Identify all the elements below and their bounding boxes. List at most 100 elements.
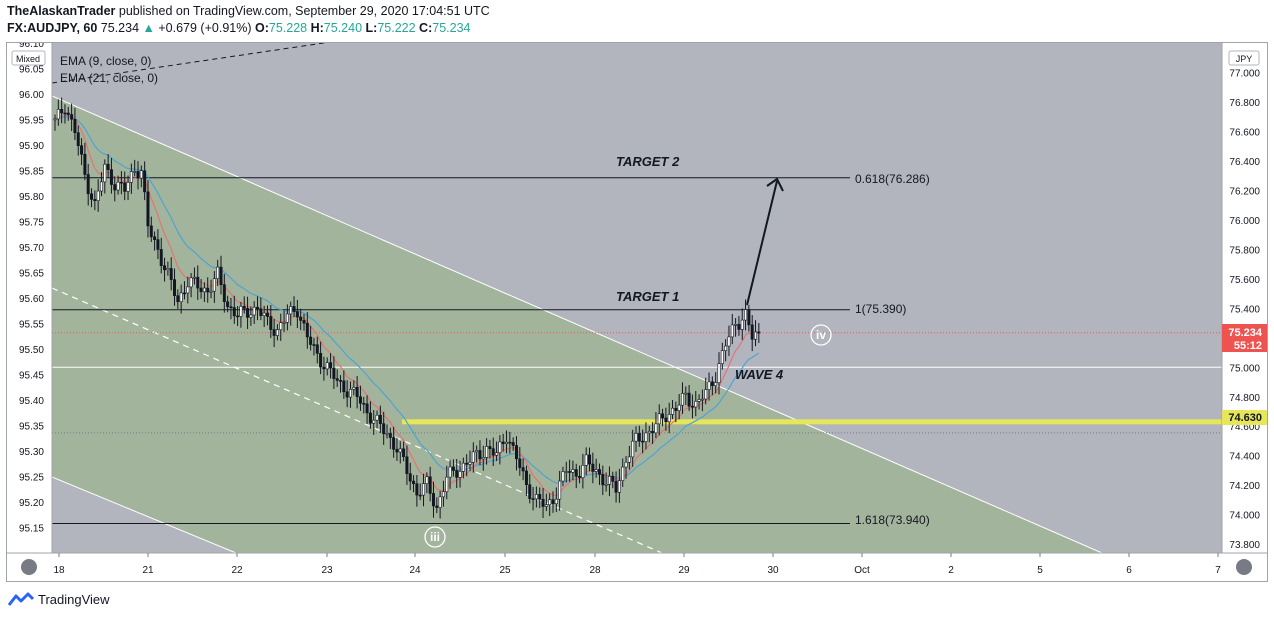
candle-body (707, 381, 711, 390)
candle-body (56, 108, 60, 120)
candle-body (734, 324, 738, 326)
close-value: 75.234 (432, 21, 471, 35)
jpy-badge[interactable] (1228, 50, 1260, 66)
right-price-axis[interactable]: 77.000 76.800 76.600 76.400 76.200 76.000 75.8… (1229, 68, 1260, 551)
candle-body (601, 474, 605, 486)
tradingview-logo-icon (8, 592, 34, 606)
candle-body (541, 499, 545, 507)
right-axis-tick-label: 74.200 (1229, 481, 1260, 492)
candle-body (149, 225, 153, 238)
left-axis-tick-label: 95.30 (19, 447, 44, 458)
publish-date: published on TradingView.com, September … (118, 4, 490, 18)
candle-body (199, 287, 203, 293)
candle-body (348, 389, 352, 398)
candle-body (498, 441, 502, 454)
candle-body (179, 292, 183, 303)
candle-body (289, 306, 293, 315)
countdown-value: 55:12 (1234, 340, 1262, 352)
candle-body (538, 494, 542, 500)
candle-body (90, 193, 94, 200)
candle-body (740, 319, 744, 330)
left-axis-tick-label: 95.85 (19, 167, 44, 178)
candle-body (86, 174, 90, 195)
price-chart[interactable]: TARGET 2 TARGET 1 WAVE 4 0.618(76.286) 1… (7, 39, 1267, 581)
ema21-line (54, 116, 760, 484)
time-axis-tick-label: 21 (142, 565, 154, 576)
left-price-axis[interactable]: 96.10 96.05 96.00 95.95 95.90 95.85 95.80 95.75… (19, 39, 44, 535)
mixed-badge[interactable] (11, 50, 46, 66)
candle-body (571, 469, 575, 473)
candle-body (285, 313, 289, 323)
time-axis[interactable]: 18 21 22 23 24 25 28 29 30 Oct 2 5 6 7 (53, 553, 1221, 576)
candle-body (398, 448, 402, 453)
candle-body (279, 322, 283, 331)
candle-body (236, 315, 240, 318)
candle-body (106, 163, 110, 170)
candle-body (651, 431, 655, 434)
wave-iii-circle (424, 526, 446, 548)
candle-body (402, 448, 406, 458)
candle-body (163, 265, 167, 271)
level-price-tag (1222, 410, 1267, 425)
channel-mid-dashed-line (52, 287, 663, 553)
candle-body (700, 398, 704, 401)
left-axis-tick-label: 95.65 (19, 269, 44, 280)
ema9-legend[interactable]: EMA (9, close, 0) (60, 54, 151, 68)
symbol-label: FX:AUDJPY, 60 (7, 21, 98, 35)
open-value: 75.228 (268, 21, 308, 35)
jpy-badge-label: JPY (1236, 54, 1253, 64)
candle-body (671, 407, 675, 415)
candle-body (182, 292, 186, 295)
last-price-text: 75.234 (100, 21, 140, 35)
scroll-left-button[interactable] (21, 559, 37, 575)
candle-body (129, 171, 133, 183)
candle-body (358, 396, 362, 404)
candle-body (405, 456, 409, 474)
scroll-right-button[interactable] (1236, 559, 1252, 575)
candle-body (109, 169, 113, 185)
candle-body (614, 481, 618, 493)
candle-body (319, 353, 323, 368)
last-price-tag (1222, 324, 1267, 352)
right-axis-tick-label: 76.200 (1229, 186, 1260, 197)
candle-body (209, 290, 213, 293)
candle-body (690, 405, 694, 408)
candle-body (561, 471, 565, 482)
time-axis-tick-label: 2 (948, 565, 954, 576)
candle-body (259, 308, 263, 316)
candle-body (299, 316, 303, 321)
left-axis-tick-label: 95.50 (19, 345, 44, 356)
right-axis-tick-label: 76.000 (1229, 216, 1260, 227)
candle-body (554, 498, 558, 505)
right-axis-tick-label: 75.000 (1229, 363, 1260, 374)
candle-body (750, 324, 754, 340)
candle-body (76, 132, 80, 146)
candle-body (627, 456, 631, 463)
fib-1-label: 1(75.390) (855, 302, 906, 316)
right-axis-tick-label: 76.400 (1229, 157, 1260, 168)
candle-body (123, 182, 127, 192)
right-axis-tick-label: 75.600 (1229, 275, 1260, 286)
time-axis-tick-label: 25 (499, 565, 511, 576)
candle-body (488, 446, 492, 449)
candle-body (744, 309, 748, 321)
candle-body (468, 461, 472, 465)
candle-body (534, 494, 538, 500)
ema21-legend[interactable]: EMA (21, close, 0) (60, 71, 158, 85)
candle-body (654, 423, 658, 434)
candle-body (617, 480, 621, 493)
candle-body (329, 362, 333, 369)
candle-body (548, 499, 552, 506)
tradingview-brand[interactable]: TradingView (8, 591, 110, 607)
time-axis-tick-label: 23 (321, 565, 333, 576)
left-axis-tick-label: 95.25 (19, 473, 44, 484)
candle-body (631, 440, 635, 458)
time-axis-tick-label: 28 (589, 565, 601, 576)
right-axis-tick-label: 75.800 (1229, 245, 1260, 256)
target2-label: TARGET 2 (616, 154, 680, 169)
author-name[interactable]: TheAlaskanTrader (7, 4, 116, 18)
target1-label: TARGET 1 (616, 289, 679, 304)
candle-body (475, 450, 479, 453)
candle-body (687, 392, 691, 407)
left-axis-tick-label: 96.05 (19, 65, 44, 76)
